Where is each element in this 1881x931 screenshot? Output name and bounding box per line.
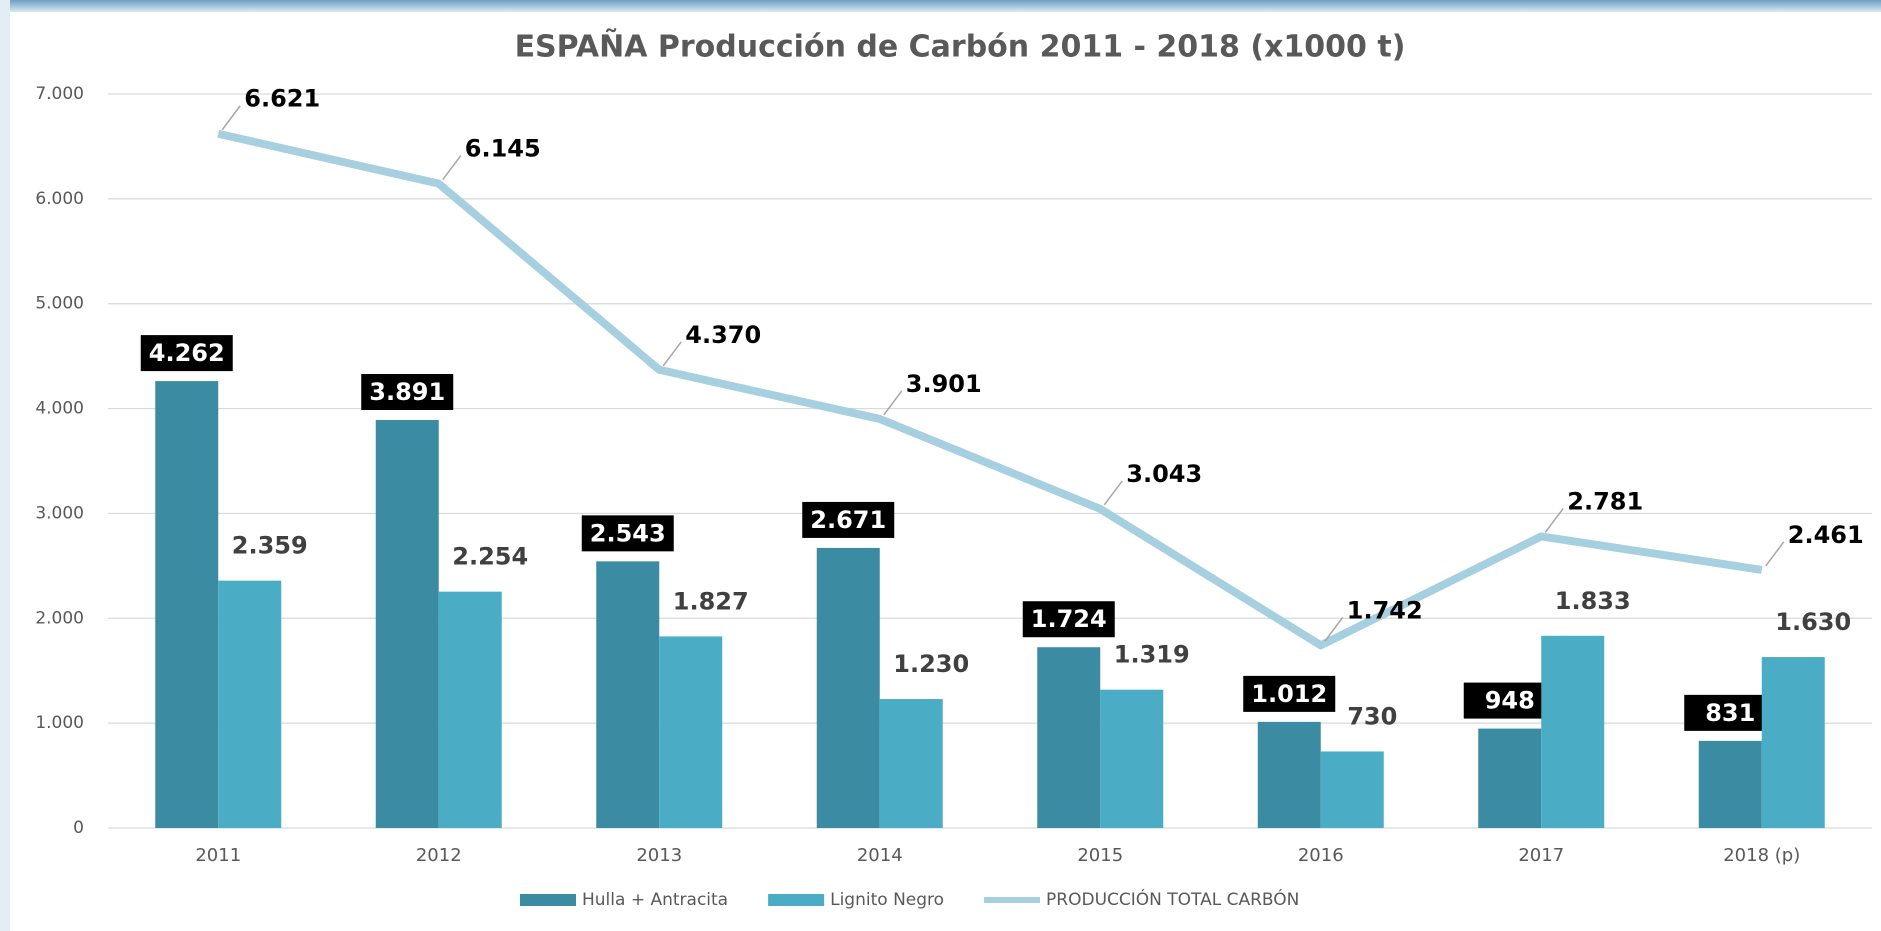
legend-label: Lignito Negro [830, 890, 944, 910]
leader-line [221, 105, 241, 131]
data-label: 1.827 [673, 587, 749, 615]
y-tick-label: 4.000 [35, 399, 84, 419]
legend-swatch [768, 894, 825, 906]
y-tick-label: 3.000 [35, 503, 84, 523]
frame-top [0, 0, 1881, 12]
bar [438, 591, 502, 828]
leader-line [1103, 480, 1123, 506]
data-label: 1.230 [893, 650, 969, 678]
data-label: 4.370 [685, 321, 761, 349]
x-tick-label: 2011 [195, 845, 241, 866]
label-box [1684, 694, 1777, 731]
bar [1761, 657, 1825, 828]
line [217, 129, 1763, 650]
data-label: 1.319 [1114, 641, 1190, 669]
data-label: 1.012 [1251, 680, 1327, 708]
data-label: 3.043 [1126, 460, 1202, 488]
data-label: 3.891 [369, 378, 445, 406]
label-box [1463, 682, 1556, 719]
bar [155, 381, 219, 828]
label-box [1243, 675, 1336, 712]
bar [1541, 635, 1605, 828]
data-label: 2.543 [590, 519, 666, 547]
x-tick-label: 2017 [1518, 845, 1564, 866]
data-label: 2.781 [1567, 487, 1643, 515]
x-tick-label: 2015 [1077, 845, 1123, 866]
bar [1257, 721, 1321, 828]
y-tick-label: 7.000 [35, 84, 84, 104]
bar [1037, 647, 1101, 828]
data-label: 6.145 [465, 135, 541, 163]
x-tick-label: 2014 [857, 845, 903, 866]
data-label: 6.621 [244, 85, 320, 113]
bar [659, 636, 723, 828]
data-label: 2.461 [1788, 521, 1864, 549]
label-box [361, 374, 454, 411]
bar [816, 547, 880, 828]
data-label: 1.630 [1775, 608, 1851, 636]
legend-label: Hulla + Antracita [582, 890, 728, 910]
bar [1478, 728, 1542, 828]
bar [596, 561, 660, 828]
data-label: 2.671 [810, 506, 886, 534]
y-tick-label: 5.000 [35, 294, 84, 314]
label-box [140, 335, 233, 372]
x-tick-label: 2013 [636, 845, 682, 866]
bar [1100, 689, 1164, 828]
bar [375, 420, 439, 828]
legend-label: PRODUCCIÓN TOTAL CARBÓN [1046, 888, 1299, 910]
data-label: 2.359 [232, 532, 308, 560]
label-box [1022, 601, 1115, 638]
data-label: 948 [1485, 687, 1535, 715]
leader-line [1324, 616, 1344, 642]
frame-left [0, 0, 10, 931]
data-label: 1.724 [1031, 605, 1107, 633]
y-tick-label: 6.000 [35, 189, 84, 209]
x-tick-label: 2016 [1298, 845, 1344, 866]
bar [879, 699, 943, 828]
bar [1698, 740, 1762, 828]
legend-swatch [520, 894, 576, 906]
data-label: 831 [1705, 699, 1755, 727]
chart-title: ESPAÑA Producción de Carbón 2011 - 2018 … [515, 28, 1406, 65]
y-tick-label: 1.000 [35, 713, 84, 733]
x-tick-label: 2018 (p) [1723, 845, 1800, 866]
label-box [581, 515, 674, 552]
data-label: 3.901 [906, 370, 982, 398]
data-label: 1.833 [1555, 587, 1631, 615]
x-tick-label: 2012 [416, 845, 462, 866]
label-box [802, 501, 895, 538]
bar [218, 580, 282, 828]
leader-line [442, 155, 462, 181]
leader-line [1544, 507, 1564, 533]
leader-line [1765, 541, 1785, 567]
data-label: 730 [1347, 702, 1397, 730]
data-label: 2.254 [452, 543, 528, 571]
data-label: 1.742 [1347, 596, 1423, 624]
data-label: 4.262 [149, 339, 225, 367]
y-tick-label: 2.000 [35, 608, 84, 628]
leader-line [883, 390, 903, 416]
y-tick-label: 0 [73, 818, 84, 838]
bar [1320, 751, 1384, 828]
leader-line [662, 341, 682, 367]
